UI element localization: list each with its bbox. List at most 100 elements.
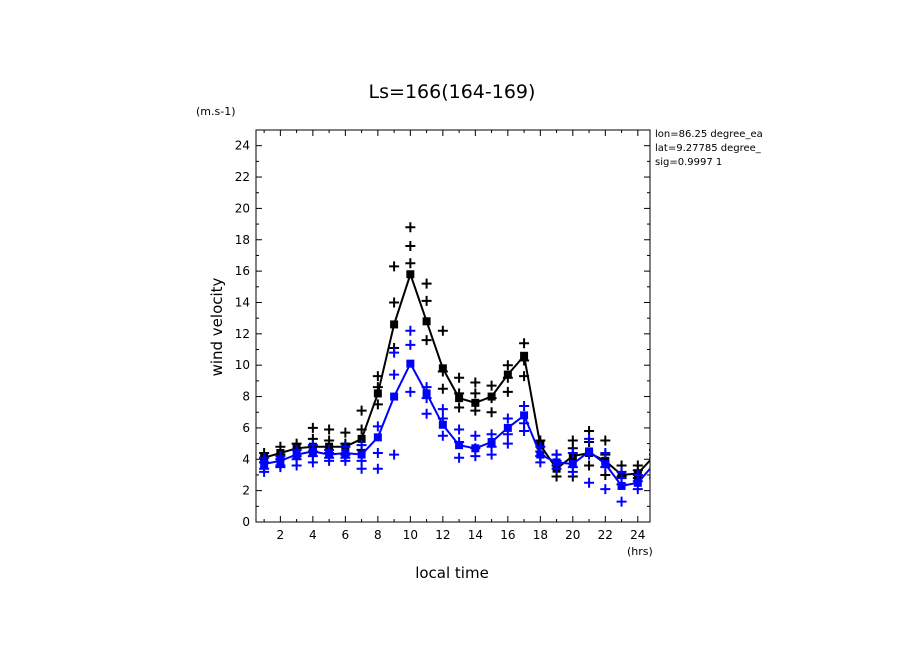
series-point [373,433,382,442]
scatter-point [649,448,650,451]
scatter-point [356,440,367,451]
series-point [650,452,658,460]
series-point [357,450,366,459]
scatter-point [616,473,627,484]
series-point [276,456,285,465]
x-tick-label: 2 [277,528,285,542]
scatter-point [470,430,481,441]
series-point [487,392,496,401]
series-point [292,450,301,459]
scatter-point [454,452,465,463]
y-tick-label: 10 [235,358,250,372]
scatter-point [502,438,513,449]
x-tick-label: 18 [533,528,548,542]
chart-title: Ls=166(164-169) [369,81,536,103]
scatter-point [259,466,270,477]
series-point [422,317,431,326]
y-units-label: (m.s-1) [196,105,236,118]
series-point [503,370,512,379]
y-tick-label: 20 [235,201,250,215]
scatter-point [324,424,335,435]
series-point [520,411,529,420]
scatter-point [502,413,513,424]
series-point [325,450,334,459]
scatter-point [600,435,611,446]
series-point [406,270,415,279]
series-point [390,392,399,401]
y-tick-label: 18 [235,233,250,247]
scatter-point [600,448,611,459]
series-point [650,460,658,468]
scatter-point [649,453,650,456]
y-tick-label: 24 [235,139,250,153]
series-point [455,441,464,450]
scatter-point [454,424,465,435]
series-point [357,434,366,443]
x-axis-label: local time [415,564,489,582]
scatter-point [421,408,432,419]
series-point [471,398,480,407]
scatter-point [389,347,400,358]
scatter-point [567,466,578,477]
y-tick-label: 14 [235,295,250,309]
scatter-point [519,338,530,349]
annotation-lon: lon=86.25 degree_ea [655,129,763,140]
scatter-point [421,295,432,306]
annotation-sig: sig=0.9997 1 [655,157,722,168]
plot-frame [255,129,651,523]
x-tick-label: 16 [500,528,515,542]
y-tick-label: 2 [242,484,250,498]
series-point [617,481,626,490]
x-tick-label: 12 [435,528,450,542]
scatter-point [470,377,481,388]
scatter-point [486,429,497,440]
scatter-point [389,449,400,460]
scatter-point [567,448,578,459]
scatter-point [405,386,416,397]
scatter-point [421,335,432,346]
scatter-point [584,477,595,488]
scatter-point [486,407,497,418]
series-point [422,389,431,398]
series-point [585,447,594,456]
y-tick-label: 22 [235,170,250,184]
series-point [601,459,610,468]
series-point [487,438,496,447]
scatter-point [372,463,383,474]
x-tick-label: 20 [565,528,580,542]
scatter-point [535,457,546,468]
series-point [568,459,577,468]
y-tick-label: 12 [235,327,250,341]
scatter-point [389,369,400,380]
scatter-point [340,427,351,438]
scatter-point [372,448,383,459]
annotation-lat: lat=9.27785 degree_ [655,143,762,154]
scatter-point [405,241,416,252]
series-point [552,458,561,467]
series-point [503,423,512,432]
series-point [390,320,399,329]
x-tick-label: 14 [468,528,483,542]
scatter-point [470,451,481,462]
scatter-point [389,261,400,272]
series-point [455,394,464,403]
series-point [341,449,350,458]
y-tick-label: 0 [242,515,250,529]
series-point [308,447,317,456]
scatter-point [519,400,530,411]
y-tick-label: 8 [242,390,250,404]
scatter-point [405,339,416,350]
scatter-point [649,459,650,462]
x-tick-label: 8 [374,528,382,542]
series-point [438,420,447,429]
y-tick-label: 6 [242,421,250,435]
scatter-point [405,258,416,269]
scatter-point [437,383,448,394]
x-units-label: (hrs) [627,545,653,558]
scatter-point [454,402,465,413]
series-point [536,450,545,459]
scatter-point [584,433,595,444]
series-point [438,364,447,373]
data-layer [259,222,658,507]
